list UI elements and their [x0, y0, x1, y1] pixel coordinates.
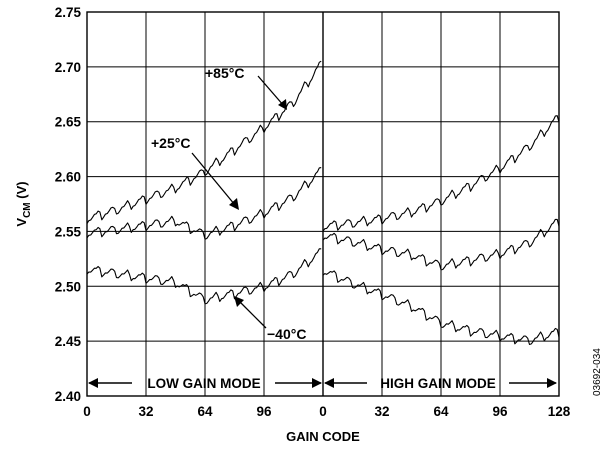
- low-gain-mode-arrow: LOW GAIN MODE: [88, 376, 322, 391]
- x-tick-label-6: 64: [433, 404, 449, 419]
- low-gain-mode-label: LOW GAIN MODE: [147, 376, 260, 391]
- y-tick-label-3: 2.55: [55, 224, 82, 239]
- plot-frame: [86, 11, 560, 397]
- y-tick-label-2: 2.50: [55, 279, 81, 294]
- y-tick-label-1: 2.45: [55, 334, 82, 349]
- high-gain-mode-label: HIGH GAIN MODE: [380, 376, 496, 391]
- label-25c-callout: +25°C: [151, 135, 239, 210]
- y-tick-label-4: 2.60: [55, 170, 81, 185]
- series-lines: [86, 60, 560, 346]
- series-line-85c-high-gain: [322, 115, 560, 232]
- label-minus40c-callout: −40°C: [234, 296, 306, 342]
- figure-id: 03692-034: [592, 348, 603, 396]
- y-axis-title-main: V: [14, 218, 29, 227]
- y-tick-label-7: 2.75: [55, 5, 82, 20]
- high-gain-mode-arrow: HIGH GAIN MODE: [324, 376, 557, 391]
- series-label-25c: +25°C: [151, 135, 190, 151]
- series-label-minus40c: −40°C: [267, 326, 306, 342]
- x-tick-label-8: 128: [548, 404, 571, 419]
- y-tick-label-0: 2.40: [55, 389, 81, 404]
- x-tick-labels: 0 32 64 96 0 32 64 96 128: [83, 404, 571, 419]
- y-tick-label-5: 2.65: [55, 115, 82, 130]
- series-line-25c-low-gain: [86, 167, 322, 240]
- x-tick-label-4: 0: [319, 404, 327, 419]
- x-tick-label-5: 32: [374, 404, 389, 419]
- x-tick-label-7: 96: [492, 404, 508, 419]
- y-axis-title-unit: (V): [14, 181, 29, 202]
- y-axis-title-subscript: CM: [22, 202, 33, 218]
- x-tick-label-3: 96: [256, 404, 272, 419]
- x-tick-label-1: 32: [138, 404, 153, 419]
- y-tick-label-6: 2.70: [55, 60, 81, 75]
- x-tick-label-2: 64: [197, 404, 213, 419]
- x-tick-label-0: 0: [83, 404, 91, 419]
- grid-lines: [86, 11, 560, 397]
- y-tick-labels: 2.40 2.45 2.50 2.55 2.60 2.65 2.70 2.75: [55, 5, 82, 404]
- label-85c-callout: +85°C: [205, 65, 287, 110]
- series-label-85c: +85°C: [205, 65, 244, 81]
- series-line-25c-high-gain: [322, 218, 560, 271]
- x-axis-title: GAIN CODE: [286, 429, 360, 444]
- y-axis-title: VCM (V): [14, 181, 33, 226]
- series-line-85c-low-gain: [86, 60, 322, 224]
- series-line-minus40c-high-gain: [322, 270, 560, 346]
- series-line-minus40c-low-gain: [86, 248, 322, 305]
